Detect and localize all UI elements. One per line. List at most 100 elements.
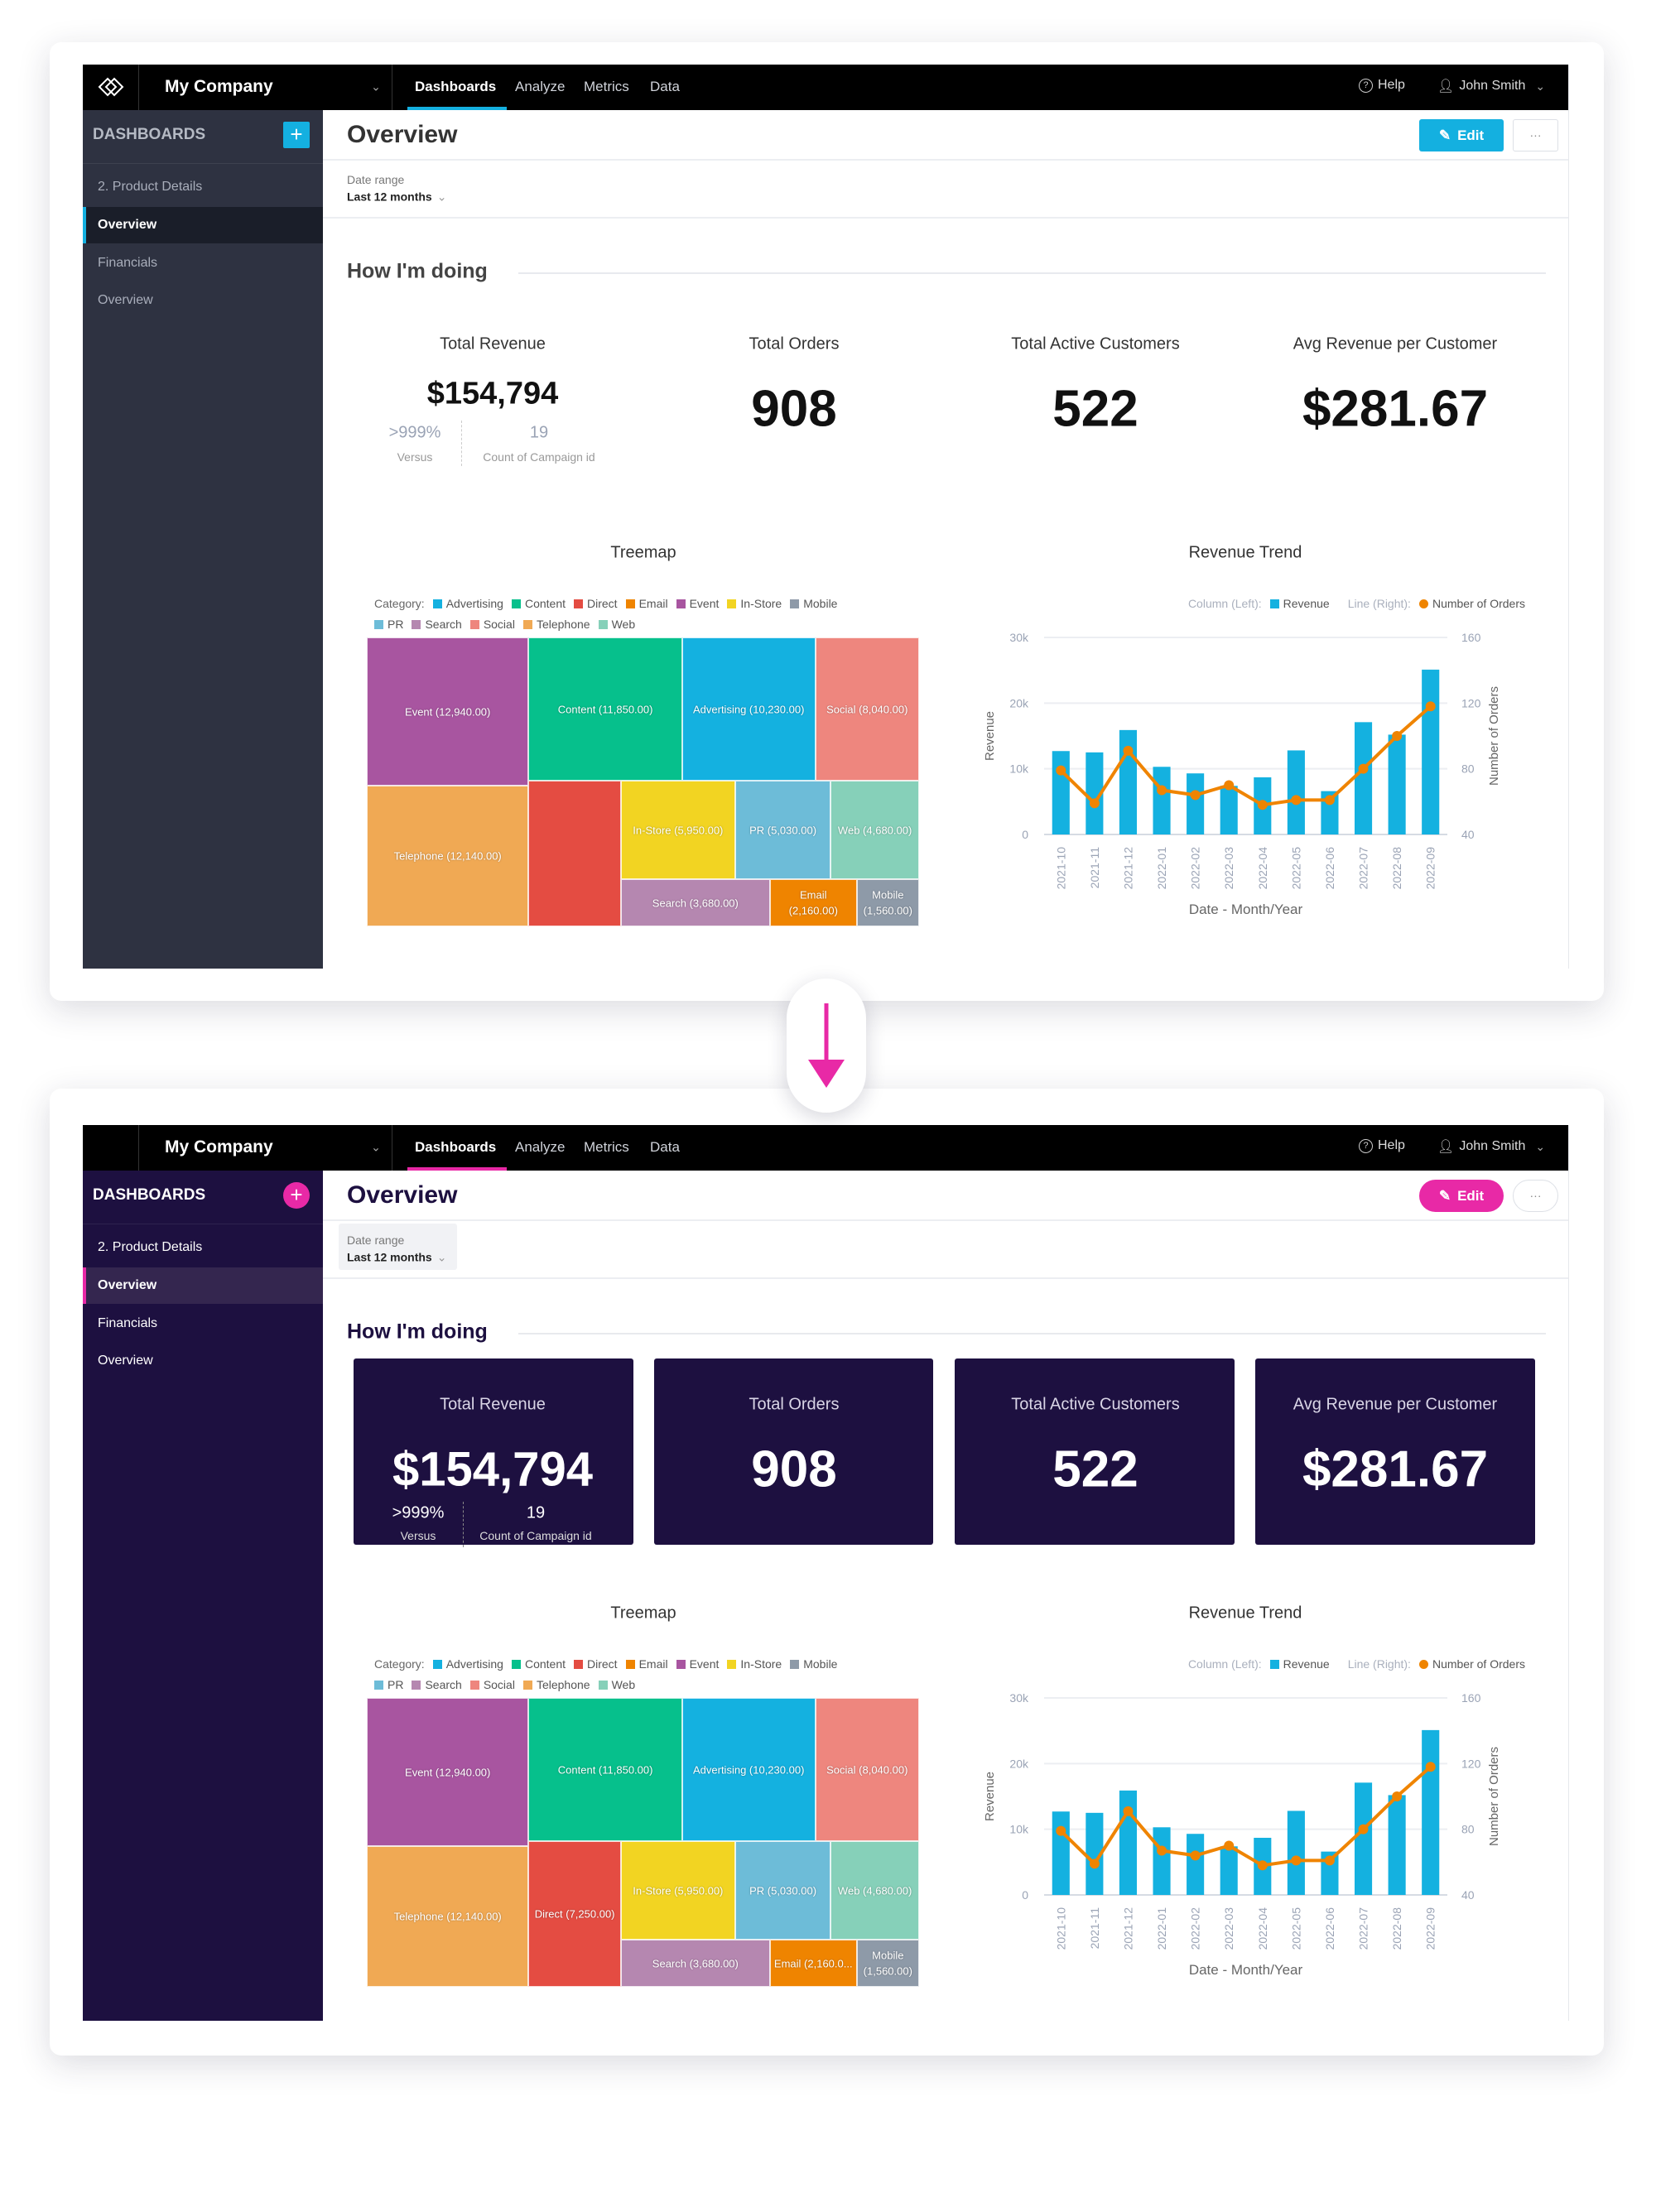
- treemap-tile-mobile[interactable]: Mobile (1,560.00): [856, 879, 919, 926]
- legend-item-pr[interactable]: PR: [374, 618, 403, 631]
- date-range-filter[interactable]: Date range Last 12 months ⌄: [347, 163, 465, 209]
- revenue-bar: [1254, 1837, 1272, 1895]
- date-range-filter[interactable]: Date range Last 12 months ⌄: [339, 1224, 457, 1270]
- legend-item-email[interactable]: Email: [618, 597, 668, 610]
- treemap-tile-telephone[interactable]: Telephone (12,140.00): [367, 786, 529, 926]
- legend-item-advertising[interactable]: Advertising: [425, 1657, 503, 1671]
- tab-analyze[interactable]: Analyze: [515, 79, 566, 94]
- sidebar-item-2-product-details[interactable]: 2. Product Details: [83, 169, 323, 205]
- add-dashboard-button[interactable]: +: [283, 1182, 310, 1209]
- more-options-button[interactable]: ···: [1513, 1180, 1558, 1212]
- treemap-tile-event[interactable]: Event (12,940.00): [367, 1698, 529, 1847]
- y2-tick-label: 40: [1461, 1888, 1475, 1902]
- treemap-tile-in-store[interactable]: In-Store (5,950.00): [620, 1841, 735, 1940]
- treemap-tile-mobile[interactable]: Mobile (1,560.00): [856, 1940, 919, 1987]
- sidebar-item-overview[interactable]: Overview: [83, 1343, 323, 1379]
- tab-metrics[interactable]: Metrics: [584, 1139, 629, 1155]
- revenue-bar: [1187, 773, 1205, 834]
- treemap-tile-advertising[interactable]: Advertising (10,230.00): [681, 637, 816, 781]
- kpi-value: 908: [751, 1440, 837, 1498]
- treemap-tile-email[interactable]: Email (2,160.0...: [769, 1940, 857, 1987]
- legend-item-search[interactable]: Search: [403, 1678, 462, 1691]
- treemap-tile-web[interactable]: Web (4,680.00): [830, 1841, 919, 1940]
- y-axis-title: Revenue: [983, 711, 997, 761]
- legend-item-content[interactable]: Content: [503, 1657, 566, 1671]
- legend-label-revenue[interactable]: Revenue: [1283, 1657, 1330, 1671]
- tab-dashboards[interactable]: Dashboards: [415, 1139, 497, 1155]
- sidebar-item-overview[interactable]: Overview: [83, 1267, 323, 1304]
- orders-point: [1190, 1850, 1201, 1861]
- sidebar-item-financials[interactable]: Financials: [83, 1306, 323, 1342]
- treemap-tile-social[interactable]: Social (8,040.00): [815, 637, 919, 781]
- treemap-tile-search[interactable]: Search (3,680.00): [620, 1940, 770, 1987]
- sidebar-item-overview[interactable]: Overview: [83, 282, 323, 319]
- legend-item-event[interactable]: Event: [668, 597, 719, 610]
- legend-item-web[interactable]: Web: [590, 1678, 635, 1691]
- sidebar-item-financials[interactable]: Financials: [83, 245, 323, 281]
- legend-item-in-store[interactable]: In-Store: [719, 597, 782, 610]
- user-menu[interactable]: 👤︎ John Smith ⌄: [1437, 1138, 1545, 1158]
- legend-item-direct[interactable]: Direct: [566, 1657, 618, 1671]
- legend-item-email[interactable]: Email: [618, 1657, 668, 1671]
- treemap-tile-social[interactable]: Social (8,040.00): [815, 1698, 919, 1842]
- legend-item-mobile[interactable]: Mobile: [782, 1657, 837, 1671]
- legend-item-telephone[interactable]: Telephone: [515, 618, 590, 631]
- legend-item-mobile[interactable]: Mobile: [782, 597, 837, 610]
- legend-swatch: [676, 599, 686, 608]
- treemap-tile-pr[interactable]: PR (5,030.00): [734, 1841, 831, 1940]
- legend-label-orders[interactable]: Number of Orders: [1432, 1657, 1525, 1671]
- sidebar-item-overview[interactable]: Overview: [83, 207, 323, 243]
- legend-item-social[interactable]: Social: [462, 618, 515, 631]
- tab-analyze[interactable]: Analyze: [515, 1139, 566, 1155]
- more-options-button[interactable]: ···: [1513, 119, 1558, 151]
- treemap-tile-web[interactable]: Web (4,680.00): [830, 781, 919, 880]
- company-switcher[interactable]: My Company ⌄: [139, 1125, 392, 1171]
- edit-button[interactable]: ✎ Edit: [1419, 1180, 1504, 1212]
- tab-data[interactable]: Data: [650, 1139, 680, 1155]
- legend-item-telephone[interactable]: Telephone: [515, 1678, 590, 1691]
- treemap-tile-search[interactable]: Search (3,680.00): [620, 879, 770, 926]
- user-menu[interactable]: 👤︎ John Smith ⌄: [1437, 78, 1545, 98]
- kpi-card: [1255, 1358, 1535, 1545]
- legend-item-advertising[interactable]: Advertising: [425, 597, 503, 610]
- y-tick-label: 0: [1022, 1888, 1028, 1902]
- treemap-tile-label: Search (3,680.00): [652, 1956, 739, 1969]
- treemap-tile-advertising[interactable]: Advertising (10,230.00): [681, 1698, 816, 1842]
- edit-button[interactable]: ✎ Edit: [1419, 119, 1504, 151]
- treemap-tile-event[interactable]: Event (12,940.00): [367, 637, 529, 786]
- treemap-tile-content[interactable]: Content (11,850.00): [528, 1698, 682, 1842]
- legend-item-search[interactable]: Search: [403, 618, 462, 631]
- legend-label-revenue[interactable]: Revenue: [1283, 597, 1330, 610]
- treemap-tile-email[interactable]: Email (2,160.00): [769, 879, 857, 926]
- treemap-tile-pr[interactable]: PR (5,030.00): [734, 781, 831, 880]
- legend-item-social[interactable]: Social: [462, 1678, 515, 1691]
- legend-item-web[interactable]: Web: [590, 618, 635, 631]
- kpi-card: [654, 1358, 933, 1545]
- treemap-tile-content[interactable]: Content (11,850.00): [528, 637, 682, 781]
- legend-item-content[interactable]: Content: [503, 597, 566, 610]
- legend-label: Content: [524, 597, 566, 610]
- date-range-label: Date range: [347, 173, 405, 186]
- company-switcher[interactable]: My Company ⌄: [139, 65, 392, 110]
- add-dashboard-button[interactable]: +: [283, 122, 310, 148]
- treemap-tile-direct[interactable]: Direct (7,250.00): [528, 1841, 621, 1987]
- sidebar-item-2-product-details[interactable]: 2. Product Details: [83, 1229, 323, 1266]
- treemap-tile-in-store[interactable]: In-Store (5,950.00): [620, 781, 735, 880]
- treemap-tile-direct[interactable]: [528, 781, 621, 926]
- legend-item-event[interactable]: Event: [668, 1657, 719, 1671]
- x-tick-label: 2022-08: [1390, 1907, 1403, 1950]
- revenue-bar: [1187, 1834, 1205, 1895]
- treemap-tile-telephone[interactable]: Telephone (12,140.00): [367, 1846, 529, 1987]
- logo-box[interactable]: [83, 1125, 139, 1171]
- legend-item-direct[interactable]: Direct: [566, 597, 618, 610]
- legend-item-in-store[interactable]: In-Store: [719, 1657, 782, 1671]
- tab-metrics[interactable]: Metrics: [584, 79, 629, 94]
- legend-label-orders[interactable]: Number of Orders: [1432, 597, 1525, 610]
- legend-swatch: [511, 1660, 521, 1669]
- help-button[interactable]: ? Help: [1359, 78, 1405, 98]
- tab-data[interactable]: Data: [650, 79, 680, 94]
- tab-dashboards[interactable]: Dashboards: [415, 79, 497, 94]
- logo-box[interactable]: [83, 65, 139, 110]
- legend-item-pr[interactable]: PR: [374, 1678, 403, 1691]
- help-button[interactable]: ? Help: [1359, 1138, 1405, 1158]
